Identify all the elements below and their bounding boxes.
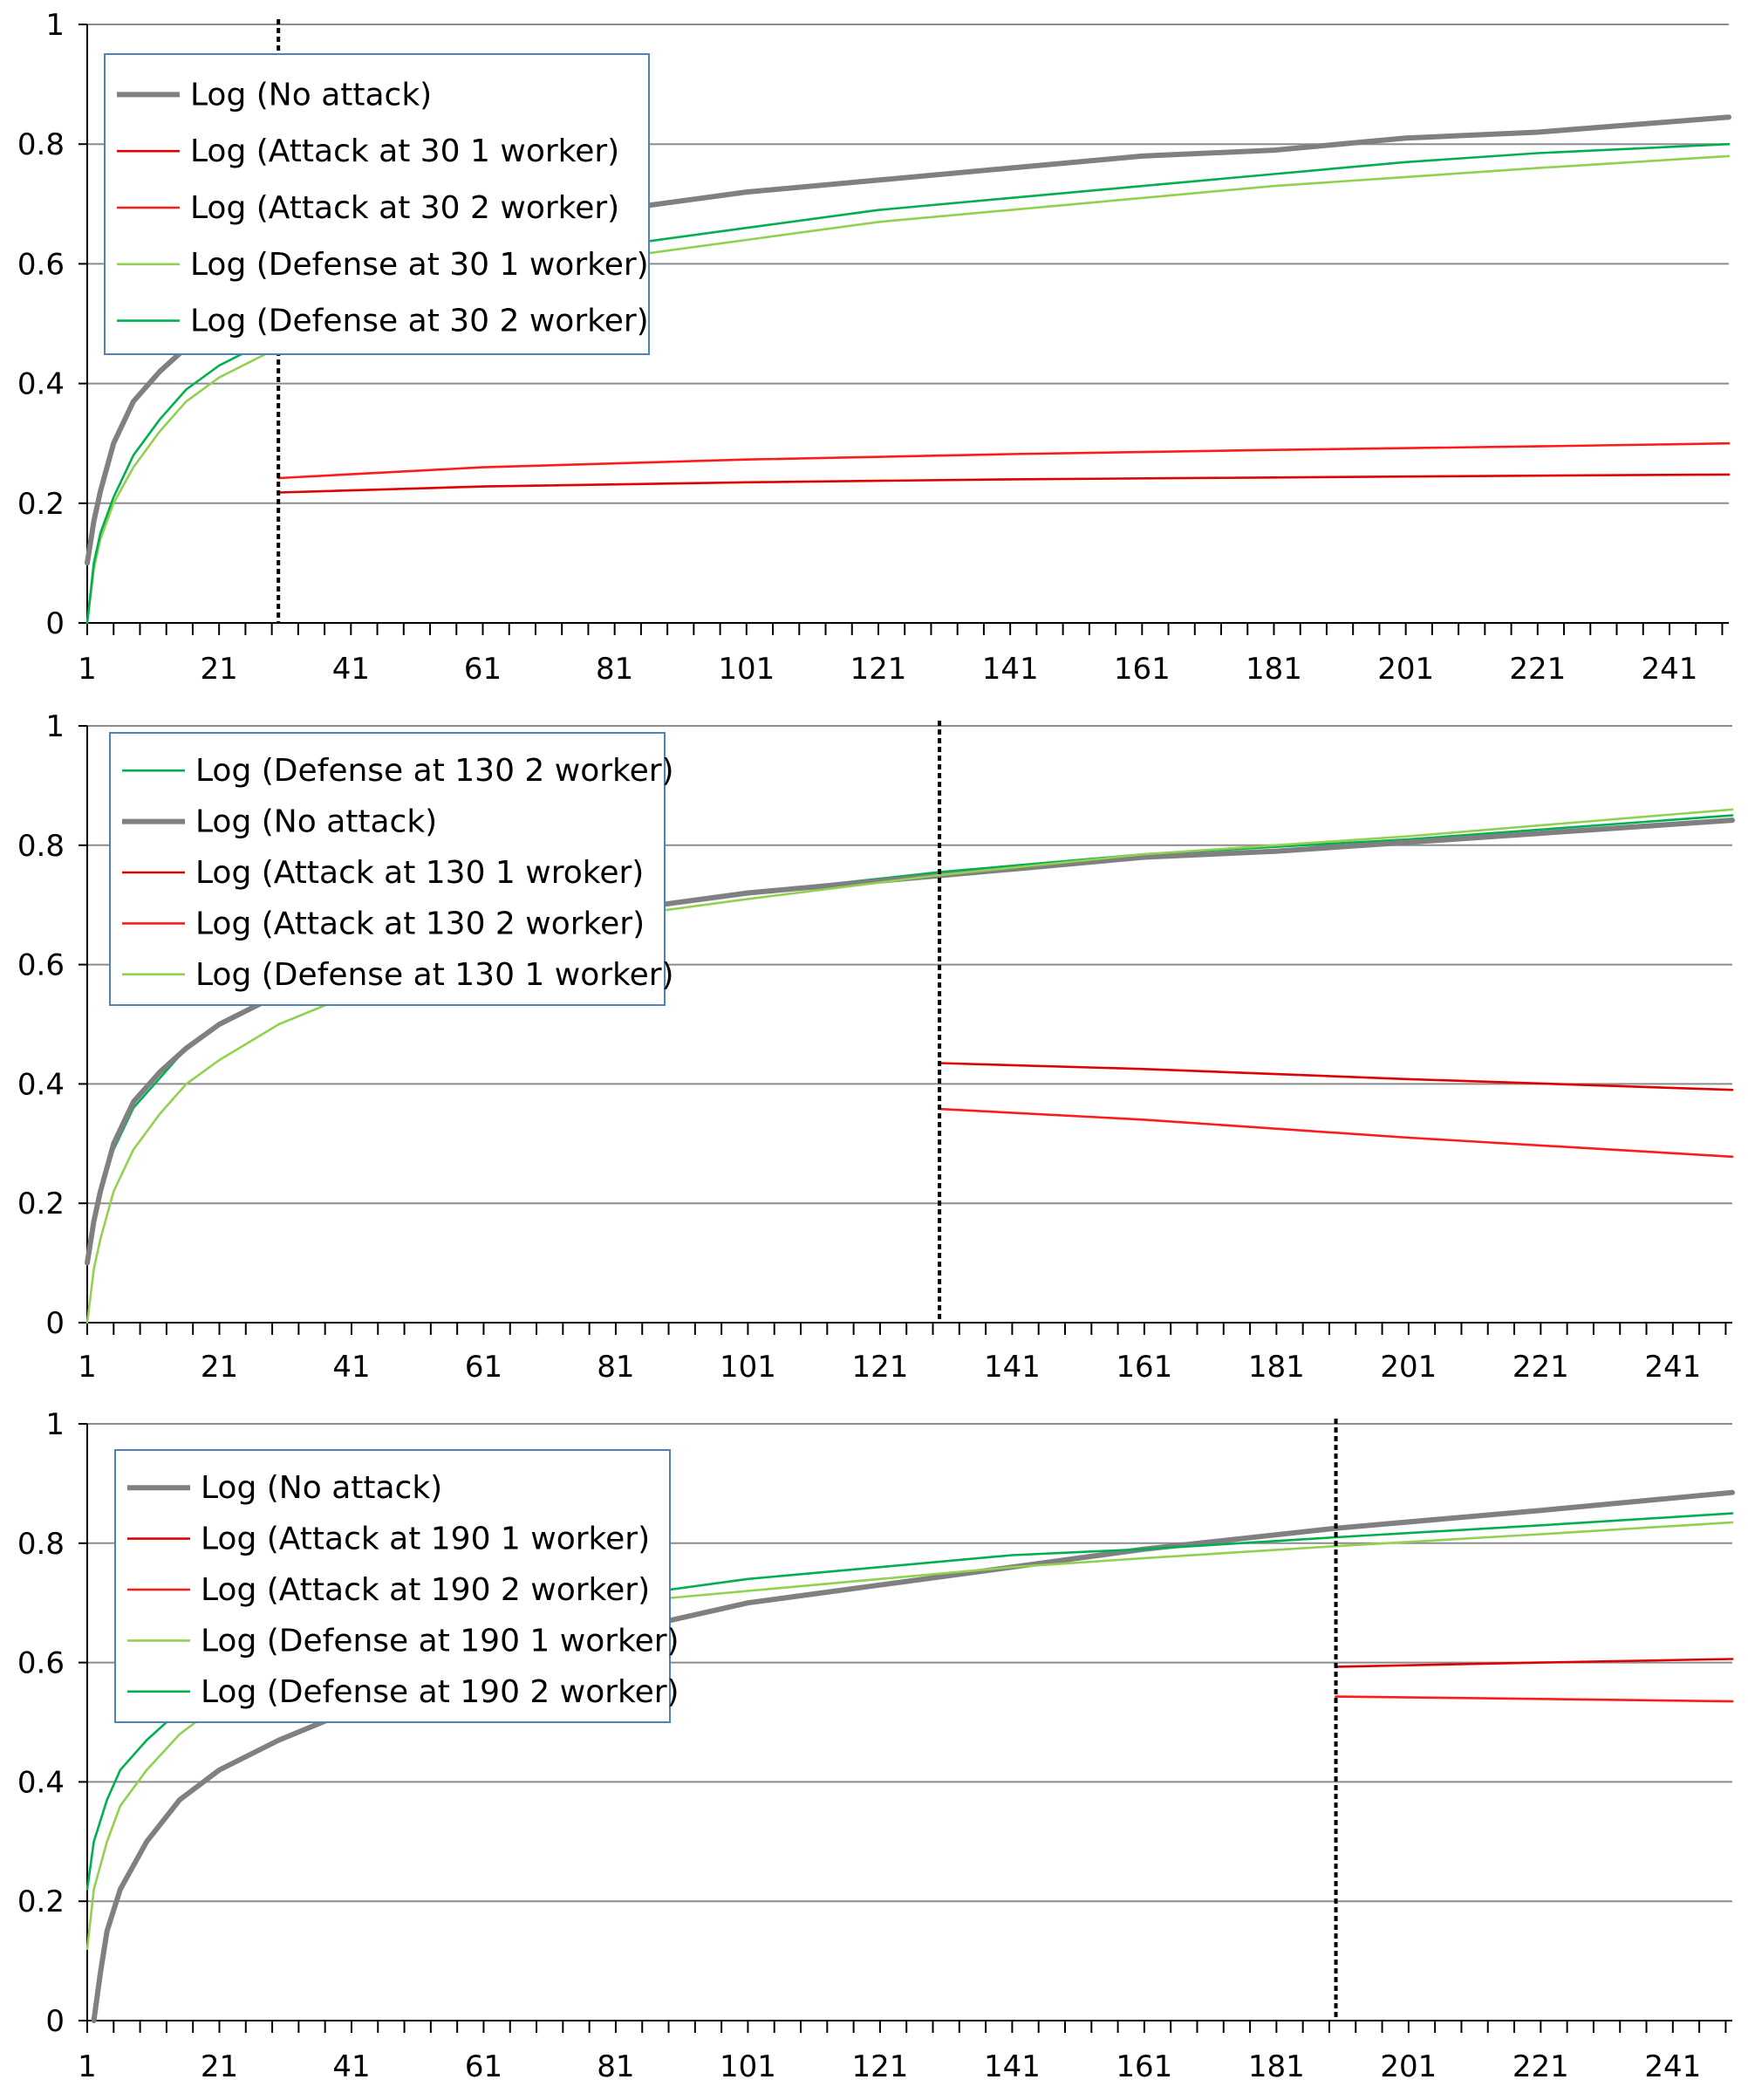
series-line [938, 1107, 1734, 1159]
x-tick-label: 241 [1644, 2049, 1701, 2084]
chart-panel-3: 0 0.2 0.4 0.6 0.8 1 1 21 41 61 81 101 121 141 161 181 20… [0, 1399, 1748, 2100]
x-tick-label: 21 [201, 1350, 238, 1385]
y-tick-label: 0.2 [17, 1885, 65, 1919]
series-line [938, 1062, 1734, 1091]
y-tick-label: 0.4 [17, 1765, 65, 1800]
x-tick-label: 181 [1248, 1350, 1305, 1385]
y-tick-label: 1 [45, 8, 65, 43]
x-tick-label: 1 [78, 652, 97, 687]
x-tick-label: 161 [1114, 652, 1171, 687]
x-tick-label: 81 [596, 652, 633, 687]
legend-label: Log (Defense at 30 1 worker) [190, 247, 649, 283]
chart-3-svg: 00.20.40.60.811 21 41 61 81 101 121 141 161 181 20… [17, 1407, 1735, 2084]
series-line [277, 473, 1731, 494]
x-tick-label: 141 [984, 1350, 1041, 1385]
x-tick-label: 21 [201, 652, 238, 687]
x-tick-label: 241 [1644, 1350, 1701, 1385]
x-tick-label: 61 [464, 652, 502, 687]
x-tick-label: 121 [851, 2049, 908, 2084]
y-tick-label: 0 [45, 1306, 65, 1341]
y-tick-label: 1 [45, 709, 65, 744]
legend-label: Log (Attack at 130 2 worker) [195, 906, 645, 941]
chart-panel-2: 0 0.2 0.4 0.6 0.8 1 1 21 41 61 81 101 121 141 161 181 20… [0, 701, 1748, 1399]
x-tick-label: 101 [718, 652, 775, 687]
x-tick-label: 101 [720, 1350, 776, 1385]
x-tick-label: 221 [1512, 2049, 1569, 2084]
x-tick-label: 1 [78, 2049, 97, 2084]
legend-box [114, 1449, 671, 1723]
series-line [1335, 1658, 1734, 1668]
legend-label: Log (Attack at 190 2 worker) [201, 1572, 650, 1608]
y-tick-label: 0.6 [17, 247, 65, 282]
legend-label: Log (No attack) [201, 1470, 442, 1506]
x-tick-label: 161 [1116, 2049, 1172, 2084]
legend-label: Log (Attack at 130 1 wroker) [195, 855, 644, 891]
x-tick-label: 201 [1380, 2049, 1437, 2084]
x-tick-label: 241 [1642, 652, 1698, 687]
chart-panel-1: 0 0.2 0.4 0.6 0.8 1 1 21 41 61 81 101 121 141 161 181 20… [0, 0, 1748, 701]
y-tick-label: 0.8 [17, 1527, 65, 1562]
legend-label: Log (Defense at 190 2 worker) [201, 1674, 679, 1710]
y-tick-label: 0.6 [17, 1646, 65, 1681]
series-line [1335, 1695, 1734, 1703]
x-tick-label: 221 [1509, 652, 1566, 687]
legend-label: Log (No attack) [195, 804, 437, 840]
y-tick-label: 0.2 [17, 1187, 65, 1221]
y-tick-label: 0.8 [17, 829, 65, 864]
x-tick-label: 41 [332, 652, 370, 687]
x-tick-label: 81 [597, 2049, 634, 2084]
x-tick-label: 201 [1377, 652, 1434, 687]
x-tick-label: 21 [201, 2049, 238, 2084]
y-tick-label: 1 [45, 1407, 65, 1442]
y-tick-label: 0.4 [17, 367, 65, 402]
legend-box [109, 732, 666, 1006]
x-tick-label: 121 [850, 652, 907, 687]
y-tick-label: 0 [45, 606, 65, 641]
legend-label: Log (No attack) [190, 77, 432, 113]
x-tick-label: 181 [1246, 652, 1302, 687]
legend-box [104, 53, 650, 355]
legend-label: Log (Defense at 30 2 worker) [190, 304, 649, 339]
x-tick-label: 201 [1380, 1350, 1437, 1385]
legend-label: Log (Defense at 130 1 worker) [195, 957, 674, 993]
legend-label: Log (Attack at 30 2 worker) [190, 190, 619, 226]
x-tick-label: 61 [465, 2049, 502, 2084]
series-line [85, 808, 1734, 1324]
legend-label: Log (Attack at 30 1 worker) [190, 133, 619, 169]
x-tick-label: 81 [597, 1350, 634, 1385]
x-tick-label: 41 [332, 1350, 370, 1385]
legend-label: Log (Defense at 130 2 worker) [195, 753, 674, 789]
x-tick-label: 141 [982, 652, 1039, 687]
x-tick-label: 41 [332, 2049, 370, 2084]
y-tick-label: 0.4 [17, 1067, 65, 1102]
x-tick-label: 181 [1248, 2049, 1305, 2084]
y-tick-label: 0 [45, 2004, 65, 2039]
x-tick-label: 161 [1116, 1350, 1172, 1385]
x-tick-label: 1 [78, 1350, 97, 1385]
series-line [277, 441, 1731, 480]
x-tick-label: 141 [984, 2049, 1041, 2084]
chart-2-svg: 00.20.40.60.811 21 41 61 81 101 121 141 161 181 20… [17, 709, 1735, 1385]
x-tick-label: 121 [851, 1350, 908, 1385]
y-tick-label: 0.6 [17, 948, 65, 983]
y-tick-label: 0.8 [17, 127, 65, 162]
chart-1-svg: 00.20.40.60.811 21 41 61 81 101 121 141 161 181 20… [17, 8, 1731, 687]
x-tick-label: 101 [720, 2049, 776, 2084]
x-tick-label: 221 [1512, 1350, 1569, 1385]
x-tick-label: 61 [465, 1350, 502, 1385]
legend-label: Log (Defense at 190 1 worker) [201, 1623, 679, 1659]
y-tick-label: 0.2 [17, 487, 65, 522]
legend-label: Log (Attack at 190 1 worker) [201, 1522, 650, 1557]
